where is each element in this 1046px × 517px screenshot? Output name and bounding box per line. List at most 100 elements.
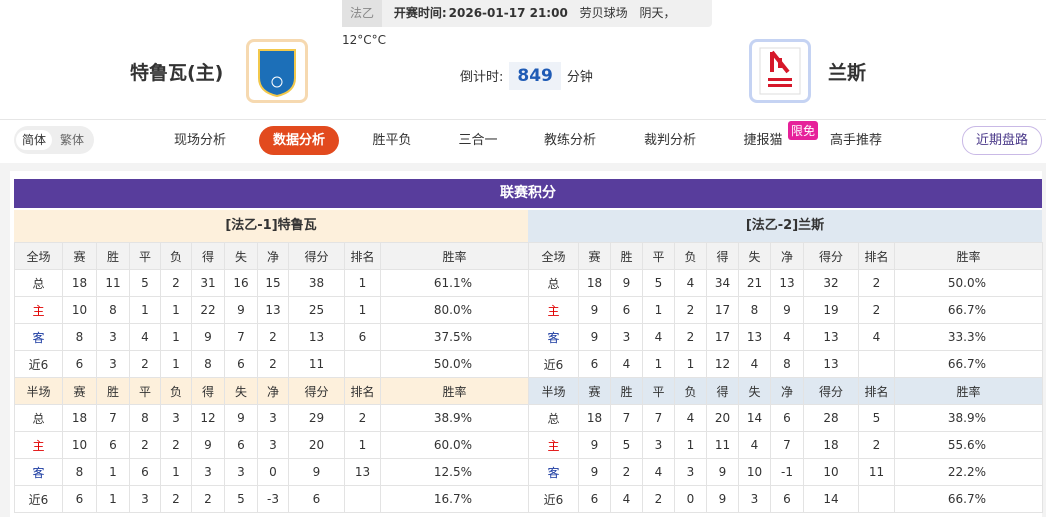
standings-table: 全场赛胜平负得失净得分 排名 胜率总 18 9 5 4 34 21 13 32 2 50.0% 主 9 6 1 2… [528,242,1043,513]
cell: 5 [224,485,258,513]
league: 法乙 [342,0,383,27]
header-cell: 胜 [610,377,643,405]
tab[interactable]: 裁判分析 [643,133,697,148]
cell: 55.6% [894,431,1043,459]
cell: 18 [578,404,611,432]
data-row: 近6 6 3 2 1 8 6 2 11 50.0% [14,350,529,378]
header-cell: 得 [706,242,739,270]
cell: 16 [224,269,258,297]
cell: 18 [578,269,611,297]
cell: 6 [224,350,258,378]
tab[interactable]: 教练分析 [543,133,597,148]
cell: 9 [578,431,611,459]
cell: 29 [288,404,345,432]
cell: 11 [706,431,739,459]
cell: 10 [738,458,771,486]
cell: 6 [96,431,130,459]
cell: 2 [257,350,289,378]
data-row: 客 8 1 6 1 3 3 0 9 13 12.5% [14,458,529,486]
data-row: 客 8 3 4 1 9 7 2 13 6 37.5% [14,323,529,351]
cell: 5 [858,404,895,432]
header-cell: 平 [129,377,161,405]
cell: 8 [96,296,130,324]
header-cell: 胜 [610,242,643,270]
cell: 1 [160,458,192,486]
cell: 3 [738,485,771,513]
away-logo [749,39,811,103]
header-cell: 平 [642,377,675,405]
cell: 7 [96,404,130,432]
tab[interactable]: 现场分析 [173,133,227,148]
cell: 2 [858,269,895,297]
cell: 2 [858,296,895,324]
team-title: [法乙-1]特鲁瓦 [14,210,528,242]
row-label: 总 [14,404,63,432]
data-row: 总 18 7 8 3 12 9 3 29 2 38.9% [14,404,529,432]
header-cell: 失 [738,242,771,270]
cell: 1 [129,296,161,324]
recent-odds-button[interactable]: 近期盘路 [962,126,1042,155]
header-row: 半场赛胜平负得失净得分 排名 胜率 [14,377,529,405]
header-row: 全场赛胜平负得失净得分 排名 胜率 [14,242,529,270]
row-label: 近6 [14,485,63,513]
cell: 3 [257,431,289,459]
data-row: 总 18 9 5 4 34 21 13 32 2 50.0% [528,269,1043,297]
cell: 6 [770,485,804,513]
cell: 9 [706,458,739,486]
header-cell: 胜率 [380,242,529,270]
cell: 4 [129,323,161,351]
row-label: 近6 [14,350,63,378]
cell: 8 [770,350,804,378]
cell: 10 [803,458,859,486]
cell: 10 [62,296,97,324]
cell: 8 [191,350,225,378]
language-option[interactable]: 简体 [16,130,52,150]
header-cell: 赛 [578,377,611,405]
cell: 1 [344,269,381,297]
cell: 8 [738,296,771,324]
data-row: 客 9 3 4 2 17 13 4 13 4 33.3% [528,323,1043,351]
header-cell: 排名 [344,377,381,405]
tab[interactable]: 捷报猫 [743,133,783,148]
cell: 11 [96,269,130,297]
cell: 5 [610,431,643,459]
cell: 9 [191,431,225,459]
cell: 4 [642,458,675,486]
header-cell: 半场 [528,377,579,405]
cell: 12.5% [380,458,529,486]
tab[interactable]: 数据分析 [258,126,340,155]
away-logo-icon [759,47,801,95]
tab[interactable]: 胜平负 [372,133,412,148]
cell: 66.7% [894,350,1043,378]
cell: 4 [738,350,771,378]
cell: 2 [191,485,225,513]
language-option[interactable]: 繁体 [59,133,84,147]
data-row: 主 9 6 1 2 17 8 9 19 2 66.7% [528,296,1043,324]
cell: 12 [191,404,225,432]
header-cell: 得分 [803,377,859,405]
cell: 1 [96,458,130,486]
cell: 18 [62,404,97,432]
tab[interactable]: 高手推荐 [829,133,883,148]
cell: 3 [129,485,161,513]
cell: 0 [257,458,289,486]
cell: 13 [288,323,345,351]
cell: 4 [770,323,804,351]
header-cell: 平 [642,242,675,270]
cell: 2 [610,458,643,486]
cell: 9 [224,296,258,324]
cell: 11 [288,350,345,378]
cell: 14 [738,404,771,432]
header-cell: 排名 [858,242,895,270]
cell: 31 [191,269,225,297]
row-label: 主 [528,431,579,459]
cell: 3 [160,404,192,432]
cell: 3 [96,323,130,351]
header-cell: 失 [738,377,771,405]
cell: 1 [160,296,192,324]
tab[interactable]: 三合一 [458,133,498,148]
cell: 60.0% [380,431,529,459]
cell: 6 [344,323,381,351]
cell: 9 [578,458,611,486]
header-cell: 得分 [288,377,345,405]
